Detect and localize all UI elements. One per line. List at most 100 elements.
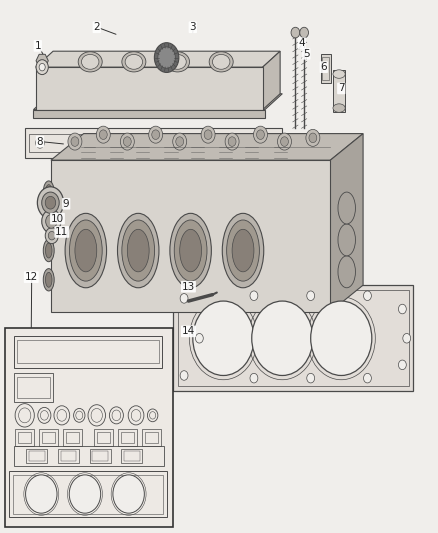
Ellipse shape bbox=[65, 213, 106, 288]
Text: 8: 8 bbox=[37, 136, 43, 147]
Circle shape bbox=[120, 133, 134, 150]
Circle shape bbox=[300, 27, 308, 38]
Bar bbox=[60, 451, 76, 461]
Circle shape bbox=[252, 301, 313, 375]
Circle shape bbox=[42, 209, 61, 233]
Ellipse shape bbox=[170, 213, 212, 288]
Circle shape bbox=[46, 214, 57, 228]
Circle shape bbox=[132, 138, 141, 148]
Ellipse shape bbox=[169, 54, 186, 69]
Circle shape bbox=[257, 130, 265, 140]
Circle shape bbox=[68, 133, 82, 150]
Ellipse shape bbox=[232, 229, 254, 272]
Circle shape bbox=[263, 138, 272, 148]
Circle shape bbox=[254, 126, 268, 143]
Ellipse shape bbox=[46, 214, 52, 229]
Text: 13: 13 bbox=[182, 282, 195, 292]
Ellipse shape bbox=[117, 213, 159, 288]
Circle shape bbox=[48, 231, 55, 240]
Bar bbox=[118, 429, 137, 446]
Ellipse shape bbox=[166, 52, 190, 72]
Circle shape bbox=[37, 187, 64, 219]
Bar bbox=[18, 432, 31, 443]
Bar bbox=[66, 432, 79, 443]
Bar bbox=[94, 429, 113, 446]
Bar bbox=[14, 446, 164, 466]
Bar bbox=[63, 429, 82, 446]
Circle shape bbox=[39, 63, 45, 71]
Ellipse shape bbox=[75, 229, 97, 272]
Bar bbox=[142, 429, 161, 446]
Bar bbox=[321, 54, 331, 83]
Ellipse shape bbox=[43, 181, 54, 203]
Ellipse shape bbox=[174, 220, 207, 281]
Circle shape bbox=[42, 192, 59, 213]
Bar bbox=[29, 451, 45, 461]
Ellipse shape bbox=[127, 229, 149, 272]
Ellipse shape bbox=[122, 52, 146, 72]
Circle shape bbox=[25, 475, 57, 513]
Circle shape bbox=[124, 137, 131, 147]
Polygon shape bbox=[51, 134, 363, 160]
Bar bbox=[10, 471, 166, 518]
Circle shape bbox=[149, 126, 162, 143]
Ellipse shape bbox=[333, 70, 345, 78]
Circle shape bbox=[278, 133, 291, 150]
Circle shape bbox=[69, 475, 101, 513]
Ellipse shape bbox=[226, 220, 259, 281]
Circle shape bbox=[307, 291, 314, 301]
Bar bbox=[121, 449, 142, 463]
Bar bbox=[39, 429, 58, 446]
Circle shape bbox=[36, 60, 48, 75]
Ellipse shape bbox=[43, 239, 54, 262]
Ellipse shape bbox=[338, 192, 356, 224]
Bar bbox=[90, 449, 111, 463]
Circle shape bbox=[204, 130, 212, 140]
Ellipse shape bbox=[43, 210, 54, 232]
Polygon shape bbox=[33, 110, 265, 118]
Bar bbox=[29, 134, 278, 152]
Text: 3: 3 bbox=[190, 22, 196, 33]
Ellipse shape bbox=[70, 220, 102, 281]
Circle shape bbox=[307, 373, 314, 383]
Circle shape bbox=[228, 138, 237, 148]
Circle shape bbox=[180, 370, 188, 380]
Circle shape bbox=[403, 334, 411, 343]
Circle shape bbox=[45, 196, 56, 209]
Ellipse shape bbox=[122, 220, 155, 281]
Circle shape bbox=[154, 43, 179, 72]
Circle shape bbox=[45, 228, 58, 244]
Polygon shape bbox=[33, 94, 283, 110]
Circle shape bbox=[250, 291, 258, 301]
Circle shape bbox=[99, 130, 107, 140]
Text: 6: 6 bbox=[321, 62, 327, 72]
Bar bbox=[92, 451, 108, 461]
Bar bbox=[15, 429, 34, 446]
Circle shape bbox=[71, 137, 79, 147]
Ellipse shape bbox=[43, 269, 54, 291]
Circle shape bbox=[306, 130, 320, 147]
Bar bbox=[121, 432, 134, 443]
Ellipse shape bbox=[46, 243, 52, 258]
Circle shape bbox=[173, 133, 187, 150]
Ellipse shape bbox=[338, 224, 356, 256]
Circle shape bbox=[84, 138, 92, 148]
Polygon shape bbox=[35, 51, 280, 67]
Circle shape bbox=[228, 137, 236, 147]
Bar bbox=[25, 128, 283, 158]
Ellipse shape bbox=[180, 229, 201, 272]
Text: 1: 1 bbox=[35, 41, 41, 51]
Ellipse shape bbox=[125, 54, 143, 69]
Circle shape bbox=[309, 133, 317, 143]
Bar bbox=[173, 285, 413, 391]
Bar bbox=[333, 70, 345, 112]
Text: 7: 7 bbox=[338, 83, 345, 93]
Circle shape bbox=[364, 291, 371, 301]
Polygon shape bbox=[330, 134, 363, 312]
Bar bbox=[26, 449, 47, 463]
Bar bbox=[97, 432, 110, 443]
Circle shape bbox=[291, 27, 300, 38]
Circle shape bbox=[225, 133, 239, 150]
Circle shape bbox=[281, 137, 288, 147]
Text: 5: 5 bbox=[303, 49, 310, 59]
